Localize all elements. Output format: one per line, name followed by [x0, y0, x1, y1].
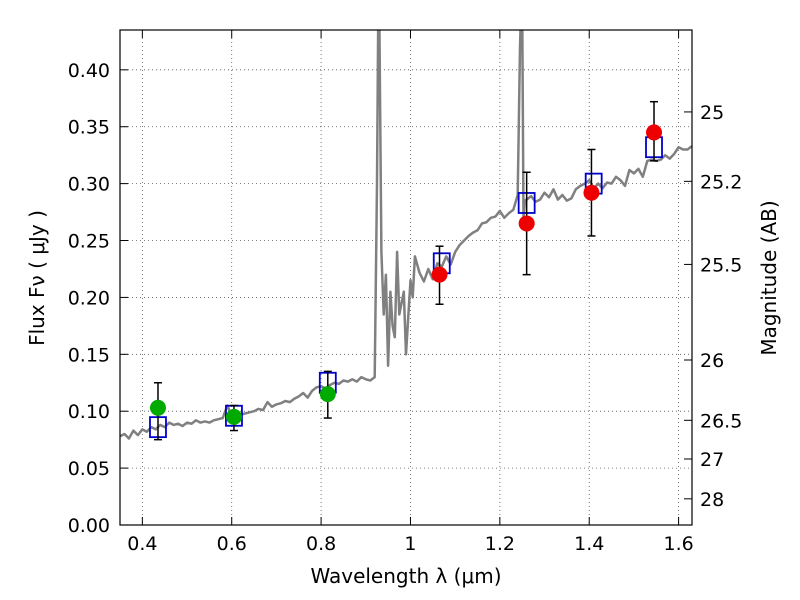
red-observed-point — [583, 184, 600, 201]
y2-tick-label: 26 — [700, 350, 724, 372]
grid-lines — [120, 30, 692, 525]
green-observed-point — [149, 399, 166, 416]
y-tick-label: 0.30 — [68, 174, 110, 196]
x-tick-label: 0.6 — [217, 533, 247, 555]
y-tick-label: 0.25 — [68, 231, 110, 253]
y-tick-label: 0.05 — [68, 458, 110, 480]
y-tick-label: 0.20 — [68, 287, 110, 309]
green-observed-point — [319, 386, 336, 403]
axes: 0.4 0.6 0.8 1 1.2 1.4 1.6 0.00 0.05 0.10 0.15 0.20 0… — [68, 30, 742, 555]
x-tick-label: 0.4 — [127, 533, 157, 555]
plot-frame — [119, 29, 693, 526]
y-tick-label: 0.35 — [68, 117, 110, 139]
x-tick-label: 1.6 — [663, 533, 693, 555]
y-tick-label: 0.15 — [68, 344, 110, 366]
y2-tick-label: 25.5 — [700, 254, 742, 276]
x-tick-label: 1.4 — [574, 533, 604, 555]
red-observed-point — [646, 124, 663, 141]
x-tick-label: 1 — [404, 533, 416, 555]
plot-area — [120, 30, 692, 441]
y2-tick-label: 27 — [700, 449, 724, 471]
green-observed-point — [225, 408, 242, 425]
y-tick-label: 0.40 — [68, 60, 110, 82]
y-tick-label: 0.00 — [68, 515, 110, 537]
y2-tick-label: 26.5 — [700, 410, 742, 432]
model-spectrum-line — [120, 30, 692, 440]
y-tick-label: 0.10 — [68, 401, 110, 423]
y2-tick-label: 25.2 — [700, 171, 742, 193]
y2-tick-label: 28 — [700, 489, 724, 511]
x-tick-label: 0.8 — [306, 533, 336, 555]
red-observed-point — [431, 266, 448, 283]
y-axis-label: Flux Fν ( μJy ) — [25, 210, 49, 346]
x-axis-label: Wavelength λ (μm) — [310, 564, 501, 588]
y2-tick-label: 25 — [700, 102, 724, 124]
red-observed-point — [518, 215, 535, 232]
x-tick-label: 1.2 — [485, 533, 515, 555]
y2-axis-label: Magnitude (AB) — [757, 200, 781, 355]
